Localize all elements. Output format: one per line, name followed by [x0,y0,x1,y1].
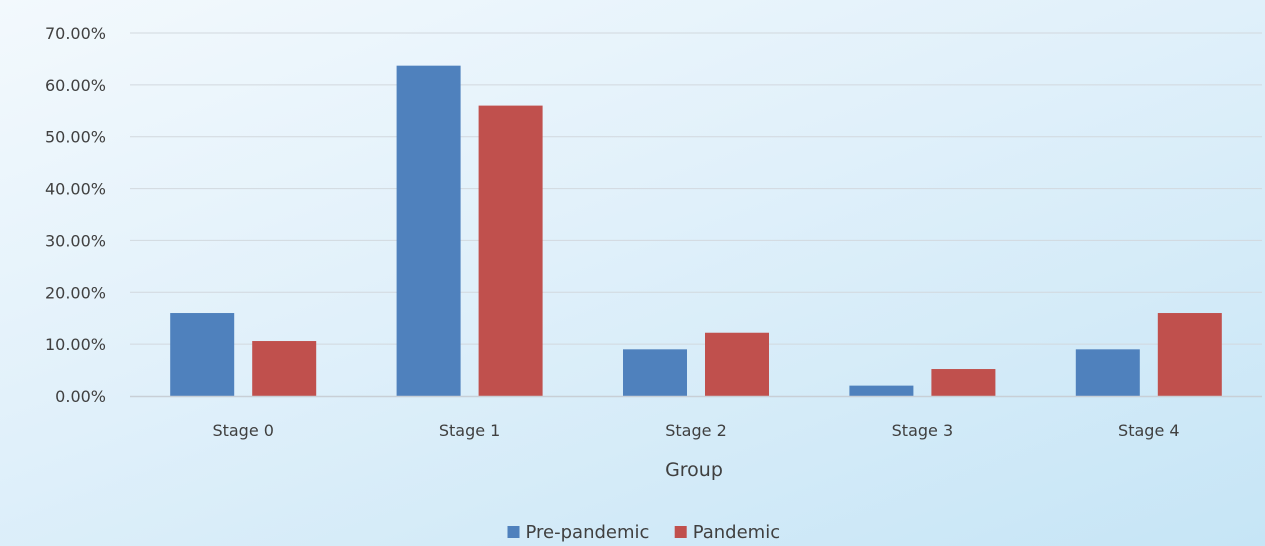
x-axis-title: Group [665,459,723,481]
legend-label: Pre-pandemic [526,522,650,543]
y-tick-label: 20.00% [45,283,106,302]
bar-pre-pandemic-stage-1 [396,65,461,397]
legend-swatch [674,526,687,538]
x-axis-tick-labels: Stage 0 Stage 1 Stage 2 Stage 3 Stage 4 [212,421,1179,440]
bar-pre-pandemic-stage-4 [1075,349,1140,396]
bar-pre-pandemic-stage-2 [623,349,687,396]
y-tick-label: 10.00% [45,335,106,354]
legend-label: Pandemic [693,522,780,543]
x-tick-label: Stage 1 [439,421,501,440]
x-tick-label: Stage 2 [665,421,727,440]
bar-pandemic-stage-2 [705,332,769,396]
bar-pandemic-stage-1 [478,105,543,396]
y-tick-label: 70.00% [45,24,106,43]
bar-pandemic-stage-4 [1157,313,1222,396]
y-tick-label: 30.00% [45,231,106,250]
x-tick-label: Stage 4 [1118,421,1180,440]
y-tick-label: 0.00% [55,387,106,406]
y-tick-label: 50.00% [45,128,106,147]
bar-pre-pandemic-stage-0 [170,313,235,396]
legend: Pre-pandemic Pandemic [507,522,780,543]
y-axis-tick-labels: 0.00% 10.00% 20.00% 30.00% 40.00% 50.00% 60.00… [45,24,106,406]
bars [170,65,1222,397]
y-tick-label: 40.00% [45,180,106,199]
bar-pandemic-stage-3 [931,369,996,396]
x-tick-label: Stage 3 [892,421,954,440]
gridlines [130,32,1262,345]
legend-swatch [507,526,520,538]
y-tick-label: 60.00% [45,76,106,95]
bar-pandemic-stage-0 [252,341,317,396]
bar-pre-pandemic-stage-3 [849,385,914,396]
x-tick-label: Stage 0 [212,421,274,440]
